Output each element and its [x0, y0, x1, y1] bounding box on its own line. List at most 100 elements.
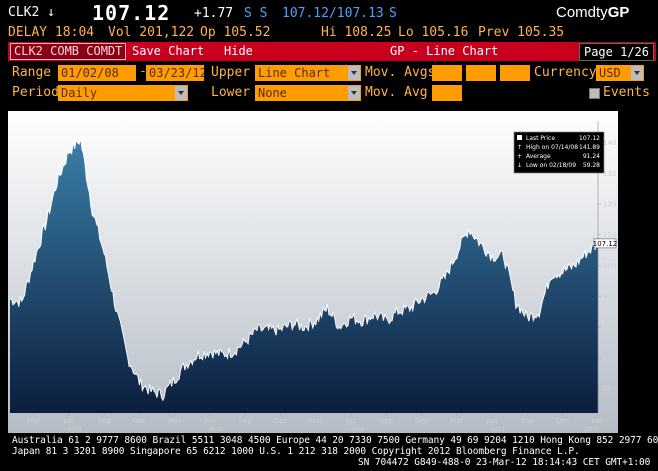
legend-last-label: Last Price [526, 135, 555, 142]
x-year-label: 2008 [68, 427, 82, 433]
y-tick-label: 110 [603, 231, 616, 239]
x-tick-label: Jun [345, 417, 357, 425]
x-tick-label: Mar [591, 417, 604, 425]
range-label: Range [12, 65, 52, 80]
down-arrow-icon: ↓ [47, 5, 55, 20]
security-field[interactable]: CLK2 COMB COMDT [10, 43, 127, 60]
chart-legend: Last Price 107.12 ↑ High on 07/14/08 141… [513, 131, 605, 174]
x-tick-label: Mar [450, 417, 463, 425]
x-year-label: 2012 [585, 427, 599, 433]
price-area [10, 138, 598, 413]
x-tick-label: Jun [203, 417, 215, 425]
currency-select[interactable]: USD [596, 65, 644, 81]
x-tick-label: Mar [27, 417, 40, 425]
x-axis: Mar Jun Sep Dec Mar Jun Sep Dec Mar Jun Sep Dec Mar J… [27, 413, 605, 433]
high-price: Hi 108.25 [321, 25, 392, 40]
x-year-label: 2011 [491, 427, 505, 433]
lower-label: Lower [211, 85, 251, 100]
y-tick-label: 140 [603, 139, 616, 147]
low-price: Lo 105.16 [398, 25, 469, 40]
y-tick-label: 90 [603, 293, 612, 301]
x-tick-label: Dec [133, 417, 147, 425]
prev-close: Prev 105.35 [478, 25, 565, 40]
page-indicator[interactable]: Page 1/26 [578, 43, 654, 61]
price-line [9, 137, 599, 402]
chart-area[interactable]: 60 70 80 90 100 110 120 130 140 Mar Jun Sep Dec Mar J… [8, 111, 618, 433]
legend-low-label: Low on 02/18/09 [526, 162, 576, 169]
lower-select[interactable]: None [255, 85, 361, 101]
price-area-fill [10, 138, 598, 413]
y-tick-label: 80 [603, 323, 612, 331]
volume: Vol 201,122 [108, 25, 195, 40]
y-tick-label: 130 [603, 170, 616, 178]
y-tick-label: 70 [603, 354, 612, 362]
legend-last-value: 107.12 [579, 135, 600, 142]
legend-average-label: Average [526, 153, 551, 160]
range-start-field[interactable]: 01/02/08 [58, 65, 136, 81]
mov-avg-field-3[interactable] [500, 65, 530, 81]
x-year-label: 2010 [350, 427, 364, 433]
source-tags: S S [244, 6, 268, 21]
save-chart-button[interactable]: Save Chart [132, 44, 205, 58]
range-end-field[interactable]: 03/23/12 [146, 65, 204, 81]
last-price-tag: 107.12 [593, 238, 618, 249]
chevron-down-icon [348, 86, 360, 100]
source-tag: S [389, 6, 397, 21]
y-tick-label: 120 [603, 200, 616, 208]
quote-bar: DELAY 18:04 Vol 201,122 Op 105.52 Hi 108… [0, 25, 658, 42]
x-tick-label: Dec [556, 417, 570, 425]
mov-avg-lower-field[interactable] [432, 85, 462, 101]
mov-avgs-label: Mov. Avgs [365, 65, 436, 80]
low-marker-icon: ↓ [517, 162, 522, 169]
x-tick-label: Sep [239, 417, 253, 425]
x-tick-label: Jun [62, 417, 74, 425]
legend-average-value: 91.24 [583, 153, 600, 160]
x-year-label: 2009 [209, 427, 223, 433]
bid-ask: 107.12/107.13 [282, 6, 384, 21]
range-separator: - [139, 64, 147, 79]
x-tick-label: Sep [97, 417, 111, 425]
last-price-tag-text: 107.12 [593, 240, 618, 248]
average-marker-icon: + [517, 153, 522, 160]
x-tick-label: Dec [274, 417, 288, 425]
x-tick-label: Mar [168, 417, 181, 425]
open-price: Op 105.52 [200, 25, 271, 40]
high-marker-icon: ↑ [517, 144, 522, 151]
period-select[interactable]: Daily [58, 85, 188, 101]
legend-high-label: High on 07/14/08 [526, 144, 578, 151]
upper-label: Upper [211, 65, 251, 80]
x-tick-label: Sep [380, 417, 394, 425]
footer-line-1: Australia 61 2 9777 8600 Brazil 5511 304… [12, 435, 658, 446]
price-change: +1.77 [194, 6, 234, 21]
footer-line-2: Japan 81 3 3201 8900 Singapore 65 6212 1… [12, 446, 580, 457]
last-price-tag-bg [593, 238, 617, 249]
x-tick-label: Dec [415, 417, 429, 425]
y-tick-label: 60 [603, 385, 612, 393]
last-price-swatch [517, 135, 522, 140]
x-tick-label: Jun [486, 417, 498, 425]
legend-high-value: 141.89 [579, 144, 600, 151]
toolbar: CLK2 COMB COMDT Save Chart Hide GP - Lin… [8, 42, 656, 61]
period-label: Period [12, 85, 59, 100]
ticker-symbol[interactable]: CLK2 ↓ [8, 5, 55, 20]
events-checkbox[interactable] [589, 88, 600, 99]
hide-button[interactable]: Hide [224, 44, 253, 58]
legend-box [513, 131, 605, 174]
currency-label: Currency [534, 65, 597, 80]
upper-select[interactable]: Line Chart [255, 65, 361, 81]
events-label: Events [603, 85, 650, 100]
price-chart[interactable]: 60 70 80 90 100 110 120 130 140 Mar Jun Sep Dec Mar J… [8, 111, 618, 433]
function-brand: ComdtyGP [556, 4, 630, 21]
x-tick-label: Mar [309, 417, 322, 425]
y-tick-label: 100 [603, 262, 616, 270]
chart-type-title: GP - Line Chart [390, 44, 499, 58]
x-tick-label: Sep [521, 417, 535, 425]
chevron-down-icon [348, 66, 360, 80]
chevron-down-icon [631, 66, 643, 80]
legend-low-value: 59.28 [583, 162, 600, 169]
price-series-line [9, 137, 599, 402]
chevron-down-icon [175, 86, 187, 100]
mov-avg-field-2[interactable] [466, 65, 496, 81]
mov-avg-field-1[interactable] [432, 65, 462, 81]
footer-line-3: SN 704472 G849-488-0 23-Mar-12 18:14:43 … [358, 457, 651, 468]
